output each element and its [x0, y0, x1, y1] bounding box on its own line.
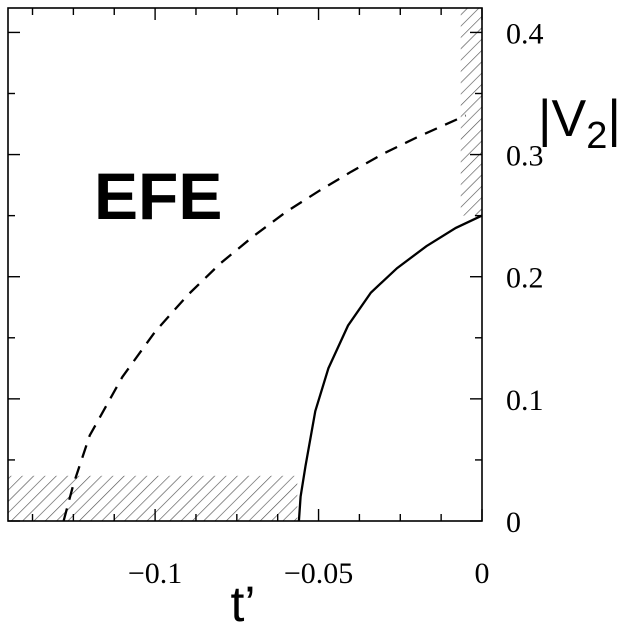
y-tick-label: 0.1 [506, 384, 544, 417]
series-lines [62, 114, 483, 522]
x-tick-label: 0 [475, 557, 490, 590]
y-axis-title-subscript: 2 [586, 115, 607, 157]
x-tick-label: −0.1 [128, 557, 182, 590]
y-tick-label: 0 [506, 506, 521, 539]
hatched-region-2 [460, 8, 482, 216]
y-axis-title-end: | [607, 90, 618, 148]
x-axis-title: t’ [231, 576, 256, 626]
axis-ticks [8, 8, 483, 522]
region-label-efe: EFE [94, 159, 222, 233]
y-tick-label: 0.2 [506, 262, 544, 295]
tick-labels: −0.1 −0.05 00 0.1 0.2 0.3 0.4 [128, 17, 544, 590]
hatched-regions [8, 8, 482, 521]
x-tick-label: −0.05 [284, 557, 353, 590]
solid-curve [297, 214, 483, 522]
y-axis-title-main: |V [538, 90, 587, 148]
y-axis-title: |V2| [538, 90, 618, 157]
plot-frame [7, 7, 483, 522]
y-tick-label: 0.4 [506, 17, 544, 50]
hatched-region-1 [8, 475, 298, 521]
y-tick-label: 0.3 [506, 140, 544, 173]
dashed-curve [62, 114, 467, 522]
